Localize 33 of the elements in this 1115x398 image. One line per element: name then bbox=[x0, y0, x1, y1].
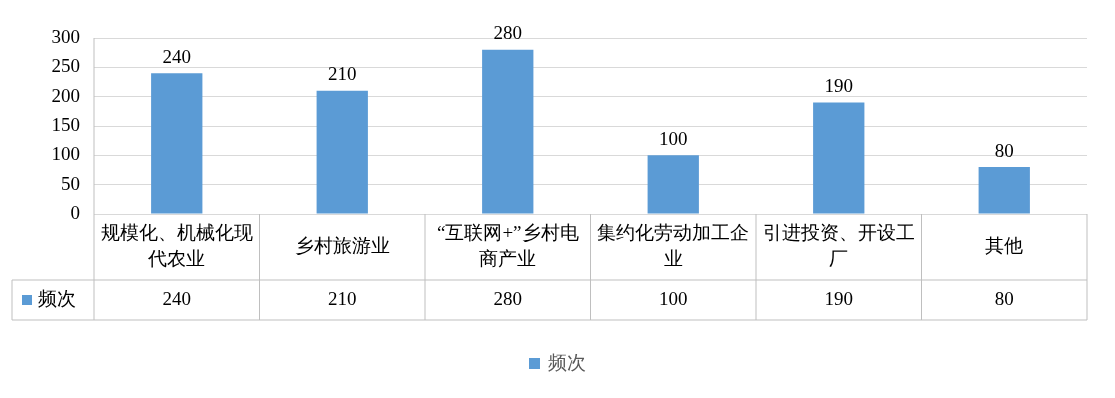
y-tick-label: 300 bbox=[51, 25, 80, 47]
y-tick-label: 0 bbox=[70, 201, 80, 223]
text: 240 bbox=[162, 287, 191, 309]
data-label: 80 bbox=[994, 139, 1014, 161]
text: 频次 bbox=[548, 352, 586, 373]
bar bbox=[647, 155, 699, 214]
bar bbox=[316, 90, 368, 214]
y-tick-label: 250 bbox=[51, 55, 80, 77]
x-tick-label: 其他 bbox=[985, 234, 1024, 256]
y-tick-label: 50 bbox=[61, 172, 80, 194]
bar bbox=[482, 49, 534, 214]
data-label: 210 bbox=[328, 63, 357, 85]
y-tick-label: 200 bbox=[51, 84, 80, 106]
legend-label: 频次 bbox=[38, 287, 76, 309]
y-tick-label: 150 bbox=[51, 113, 80, 135]
text: 190 bbox=[824, 287, 853, 309]
x-tick-label: “互联网+”乡村电商产业 bbox=[436, 221, 579, 269]
text: 80 bbox=[994, 287, 1014, 309]
data-label: 190 bbox=[824, 75, 853, 97]
data-label: 240 bbox=[162, 45, 191, 67]
x-tick-label: 规模化、机械化现代农业 bbox=[100, 221, 253, 269]
text: 210 bbox=[328, 287, 357, 309]
data-label: 280 bbox=[493, 22, 522, 44]
text: 100 bbox=[659, 287, 688, 309]
bar bbox=[151, 73, 203, 214]
bar bbox=[813, 102, 865, 214]
x-tick-label: 集约化劳动加工企业 bbox=[597, 221, 750, 269]
y-tick-label: 100 bbox=[51, 143, 80, 165]
x-tick-label: 乡村旅游业 bbox=[294, 234, 390, 256]
data-label: 100 bbox=[659, 127, 688, 149]
x-tick-label: 引进投资、开设工厂 bbox=[762, 221, 915, 269]
text: 280 bbox=[493, 287, 522, 309]
bar bbox=[978, 167, 1030, 214]
